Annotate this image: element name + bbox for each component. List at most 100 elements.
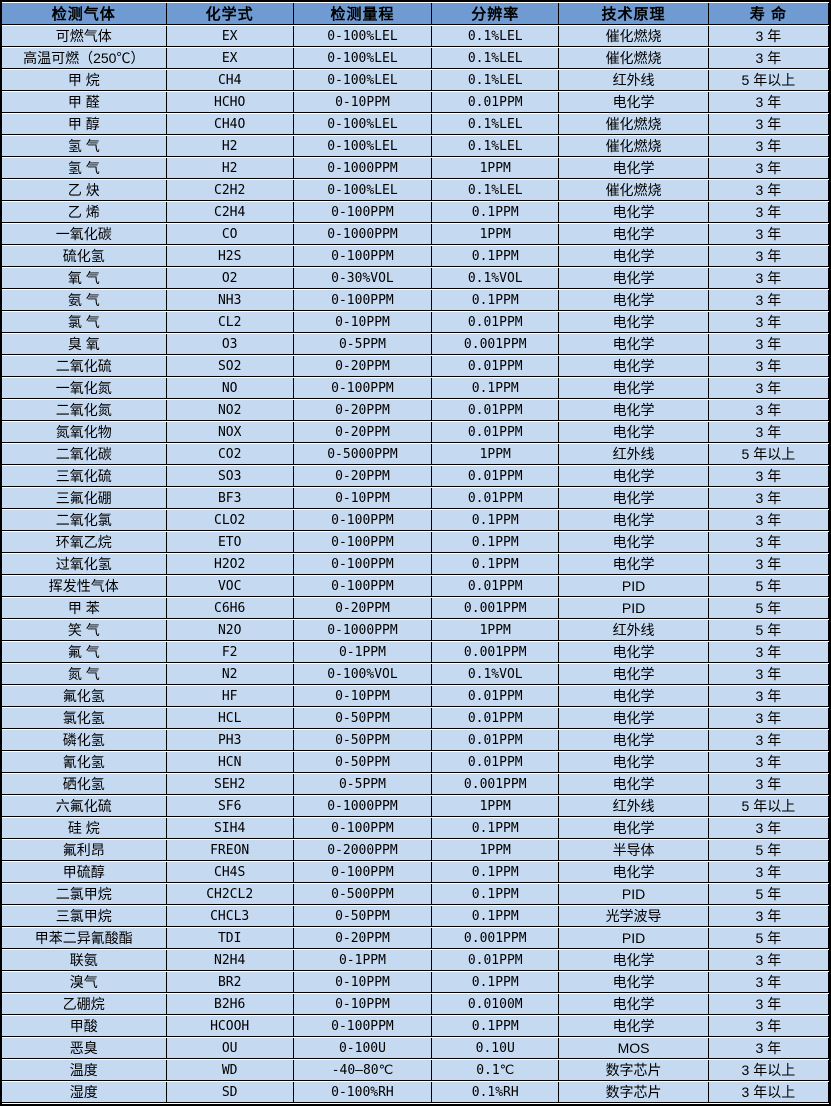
table-row: 二氧化硫 SO2 0-20PPM 0.01PPM 电化学 3 年 [2,356,829,377]
table-row: 甲酸 HCOOH 0-100PPM 0.1PPM 电化学 3 年 [2,1016,829,1037]
gas-name-cell: 氨 气 [2,290,167,311]
gas-name-cell: 氢 气 [2,136,167,157]
gas-name-cell: 联氨 [2,950,167,971]
lifespan-cell: 3 年 [708,356,829,377]
formula-cell: CO [166,224,294,245]
range-cell: 0-1PPM [293,642,433,663]
column-header-gas: 检测气体 [2,3,167,25]
lifespan-cell: 3 年 [708,862,829,883]
principle-cell: 催化燃烧 [559,114,709,135]
table-row: 硅 烷 SIH4 0-100PPM 0.1PPM 电化学 3 年 [2,818,829,839]
table-row: 甲 烷 CH4 0-100%LEL 0.1%LEL 红外线 5 年以上 [2,70,829,91]
principle-cell: PID [559,884,709,905]
column-header-lifespan: 寿 命 [708,3,829,25]
principle-cell: 红外线 [559,444,709,465]
gas-name-cell: 磷化氢 [2,730,167,751]
principle-cell: 电化学 [559,224,709,245]
table-row: 乙硼烷 B2H6 0-10PPM 0.0100M 电化学 3 年 [2,994,829,1015]
lifespan-cell: 3 年 [708,708,829,729]
principle-cell: 红外线 [559,620,709,641]
resolution-cell: 1PPM [432,620,560,641]
formula-cell: CH2CL2 [166,884,294,905]
table-row: 三氯甲烷 CHCL3 0-50PPM 0.1PPM 光学波导 3 年 [2,906,829,927]
gas-name-cell: 甲硫醇 [2,862,167,883]
principle-cell: PID [559,928,709,949]
resolution-cell: 0.01PPM [432,730,560,751]
gas-name-cell: 甲苯二异氰酸酯 [2,928,167,949]
formula-cell: PH3 [166,730,294,751]
formula-cell: CH4O [166,114,294,135]
principle-cell: 电化学 [559,334,709,355]
lifespan-cell: 3 年 [708,752,829,773]
formula-cell: HCN [166,752,294,773]
formula-cell: BR2 [166,972,294,993]
gas-name-cell: 环氧乙烷 [2,532,167,553]
formula-cell: EX [166,48,294,69]
resolution-cell: 0.1PPM [432,532,560,553]
formula-cell: NO [166,378,294,399]
resolution-cell: 0.0100M [432,994,560,1015]
formula-cell: SO3 [166,466,294,487]
gas-name-cell: 二氧化氯 [2,510,167,531]
formula-cell: HCL [166,708,294,729]
range-cell: 0-20PPM [293,422,433,443]
resolution-cell: 0.1PPM [432,202,560,223]
resolution-cell: 0.001PPM [432,774,560,795]
table-row: 湿度 SD 0-100%RH 0.1%RH 数字芯片 3 年以上 [2,1082,829,1103]
principle-cell: 电化学 [559,378,709,399]
range-cell: 0-100PPM [293,532,433,553]
lifespan-cell: 3 年 [708,26,829,47]
formula-cell: N2 [166,664,294,685]
lifespan-cell: 3 年 [708,180,829,201]
range-cell: 0-100%RH [293,1082,433,1103]
range-cell: 0-5PPM [293,774,433,795]
principle-cell: 电化学 [559,312,709,333]
range-cell: 0-100%LEL [293,48,433,69]
table-row: 氧 气 O2 0-30%VOL 0.1%VOL 电化学 3 年 [2,268,829,289]
range-cell: 0-20PPM [293,598,433,619]
lifespan-cell: 3 年以上 [708,1082,829,1103]
range-cell: 0-10PPM [293,312,433,333]
lifespan-cell: 3 年 [708,994,829,1015]
gas-name-cell: 可燃气体 [2,26,167,47]
formula-cell: SO2 [166,356,294,377]
table-row: 恶臭 OU 0-100U 0.10U MOS 3 年 [2,1038,829,1059]
principle-cell: 电化学 [559,202,709,223]
principle-cell: 电化学 [559,400,709,421]
resolution-cell: 0.01PPM [432,752,560,773]
lifespan-cell: 3 年 [708,158,829,179]
table-row: 环氧乙烷 ETO 0-100PPM 0.1PPM 电化学 3 年 [2,532,829,553]
lifespan-cell: 5 年 [708,884,829,905]
gas-name-cell: 挥发性气体 [2,576,167,597]
formula-cell: C6H6 [166,598,294,619]
table-row: 可燃气体 EX 0-100%LEL 0.1%LEL 催化燃烧 3 年 [2,26,829,47]
resolution-cell: 1PPM [432,840,560,861]
lifespan-cell: 5 年 [708,620,829,641]
range-cell: 0-100PPM [293,202,433,223]
principle-cell: 电化学 [559,290,709,311]
formula-cell: SEH2 [166,774,294,795]
table-row: 甲硫醇 CH4S 0-100PPM 0.1PPM 电化学 3 年 [2,862,829,883]
range-cell: 0-100PPM [293,1016,433,1037]
gas-name-cell: 甲 醛 [2,92,167,113]
lifespan-cell: 5 年 [708,840,829,861]
formula-cell: CLO2 [166,510,294,531]
range-cell: 0-10PPM [293,488,433,509]
gas-name-cell: 氮 气 [2,664,167,685]
range-cell: 0-100PPM [293,576,433,597]
principle-cell: 电化学 [559,268,709,289]
table-row: 氟 气 F2 0-1PPM 0.001PPM 电化学 3 年 [2,642,829,663]
formula-cell: ETO [166,532,294,553]
resolution-cell: 1PPM [432,224,560,245]
resolution-cell: 0.001PPM [432,598,560,619]
gas-name-cell: 二氧化硫 [2,356,167,377]
formula-cell: O3 [166,334,294,355]
range-cell: 0-1PPM [293,950,433,971]
resolution-cell: 0.01PPM [432,466,560,487]
resolution-cell: 0.01PPM [432,686,560,707]
range-cell: 0-100%LEL [293,26,433,47]
range-cell: 0-50PPM [293,708,433,729]
range-cell: 0-100U [293,1038,433,1059]
lifespan-cell: 3 年 [708,1038,829,1059]
